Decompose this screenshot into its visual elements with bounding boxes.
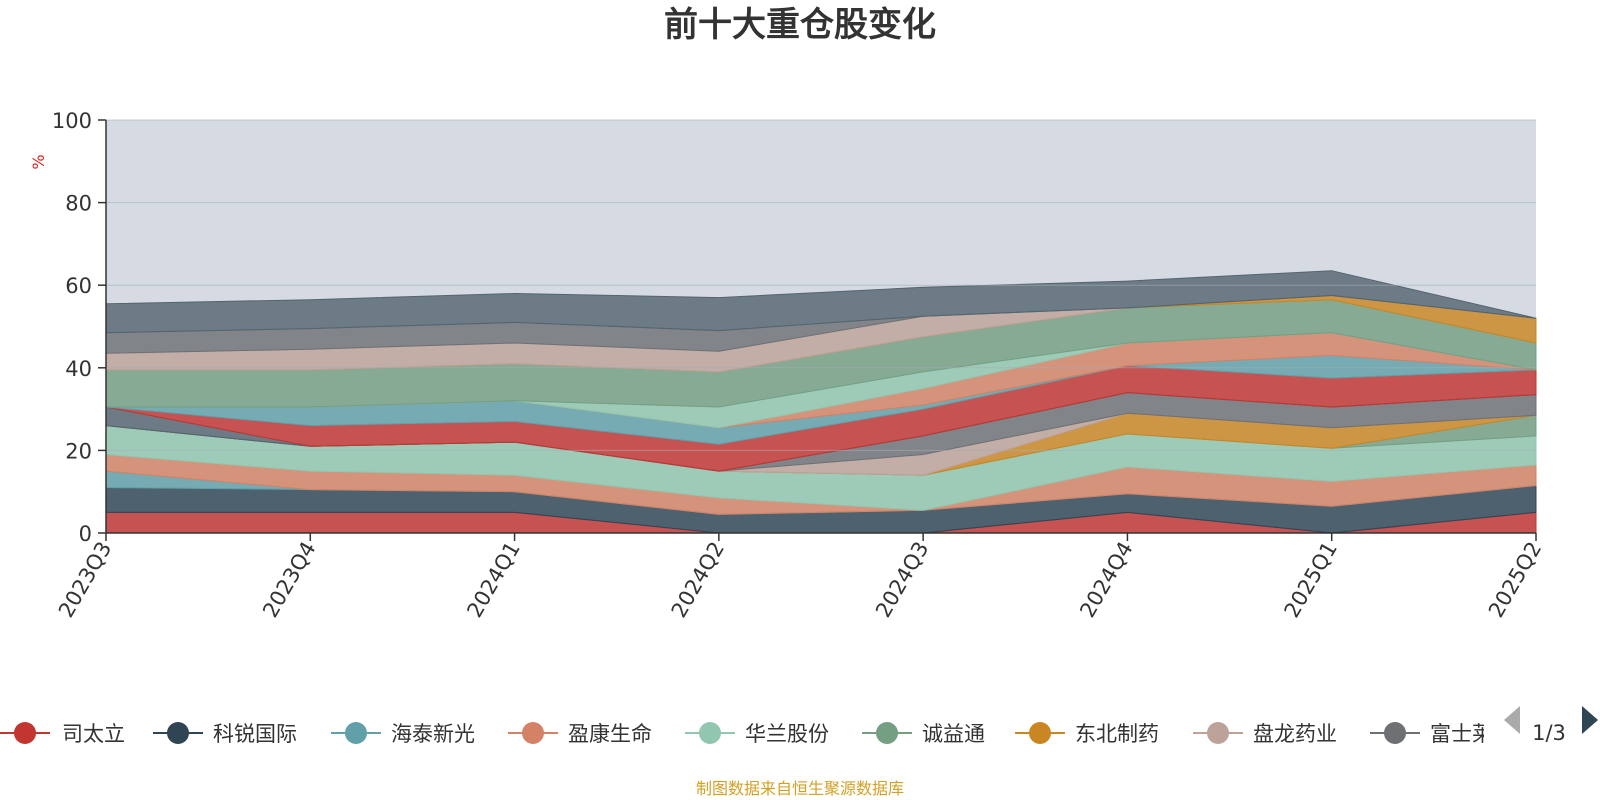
x-tick-label: 2024Q3	[871, 538, 933, 622]
y-tick-label: 100	[52, 109, 92, 133]
x-tick-label: 2024Q2	[667, 538, 729, 622]
legend-circle-icon	[167, 722, 189, 744]
legend-next-icon[interactable]	[1582, 706, 1598, 734]
legend-label: 盈康生命	[568, 722, 652, 746]
chart-title: 前十大重仓股变化	[664, 5, 936, 45]
legend-label: 盘龙药业	[1253, 722, 1337, 746]
y-tick-label: 0	[79, 522, 92, 546]
x-tick-label: 2023Q3	[54, 538, 116, 622]
legend-item[interactable]: 华兰股份	[685, 722, 829, 746]
legend-item[interactable]: 东北制药	[1015, 722, 1159, 746]
legend-circle-icon	[699, 722, 721, 744]
legend-pager: 1/3	[1504, 706, 1598, 745]
legend-circle-icon	[1029, 722, 1051, 744]
y-tick-label: 80	[65, 192, 92, 216]
legend-items: 司太立 科锐国际 海泰新光 盈康生命 华兰股份 诚益通 东北制药 盘龙药业 富士莱	[0, 722, 1493, 746]
x-tick-label: 2025Q1	[1280, 538, 1342, 622]
legend-label: 司太立	[62, 722, 125, 746]
legend-circle-icon	[14, 722, 36, 744]
legend-label: 诚益通	[922, 722, 985, 746]
legend: 司太立 科锐国际 海泰新光 盈康生命 华兰股份 诚益通 东北制药 盘龙药业 富士莱	[0, 722, 1493, 746]
legend-item[interactable]: 海泰新光	[331, 722, 475, 746]
legend-circle-icon	[522, 722, 544, 744]
x-tick-label: 2023Q4	[258, 538, 320, 622]
legend-label: 东北制药	[1075, 722, 1159, 746]
legend-label: 华兰股份	[745, 722, 829, 746]
area-series-19[interactable]	[105, 270, 1537, 334]
legend-circle-icon	[1207, 722, 1229, 744]
legend-label: 科锐国际	[213, 722, 297, 746]
legend-page-indicator: 1/3	[1532, 721, 1566, 745]
plot-area	[105, 120, 1537, 534]
y-tick-label: 20	[65, 439, 92, 463]
legend-item[interactable]: 司太立	[0, 722, 125, 746]
x-tick-label: 2024Q4	[1075, 538, 1137, 622]
legend-prev-icon[interactable]	[1504, 706, 1520, 734]
legend-item[interactable]: 诚益通	[862, 722, 985, 746]
legend-circle-icon	[1384, 722, 1406, 744]
legend-circle-icon	[345, 722, 367, 744]
y-tick-label: 40	[65, 357, 92, 381]
legend-circle-icon	[876, 722, 898, 744]
legend-item[interactable]: 盈康生命	[508, 722, 652, 746]
y-tick-label: 60	[65, 274, 92, 298]
data-source-note: 制图数据来自恒生聚源数据库	[696, 779, 904, 798]
x-tick-label: 2025Q2	[1484, 538, 1546, 622]
y-axis-unit: %	[29, 154, 48, 169]
legend-item[interactable]: 科锐国际	[153, 722, 297, 746]
legend-label: 富士莱	[1430, 722, 1493, 746]
legend-item[interactable]: 盘龙药业	[1193, 722, 1337, 746]
legend-item[interactable]: 富士莱	[1370, 722, 1493, 746]
x-tick-label: 2024Q1	[462, 538, 524, 622]
legend-label: 海泰新光	[391, 722, 475, 746]
